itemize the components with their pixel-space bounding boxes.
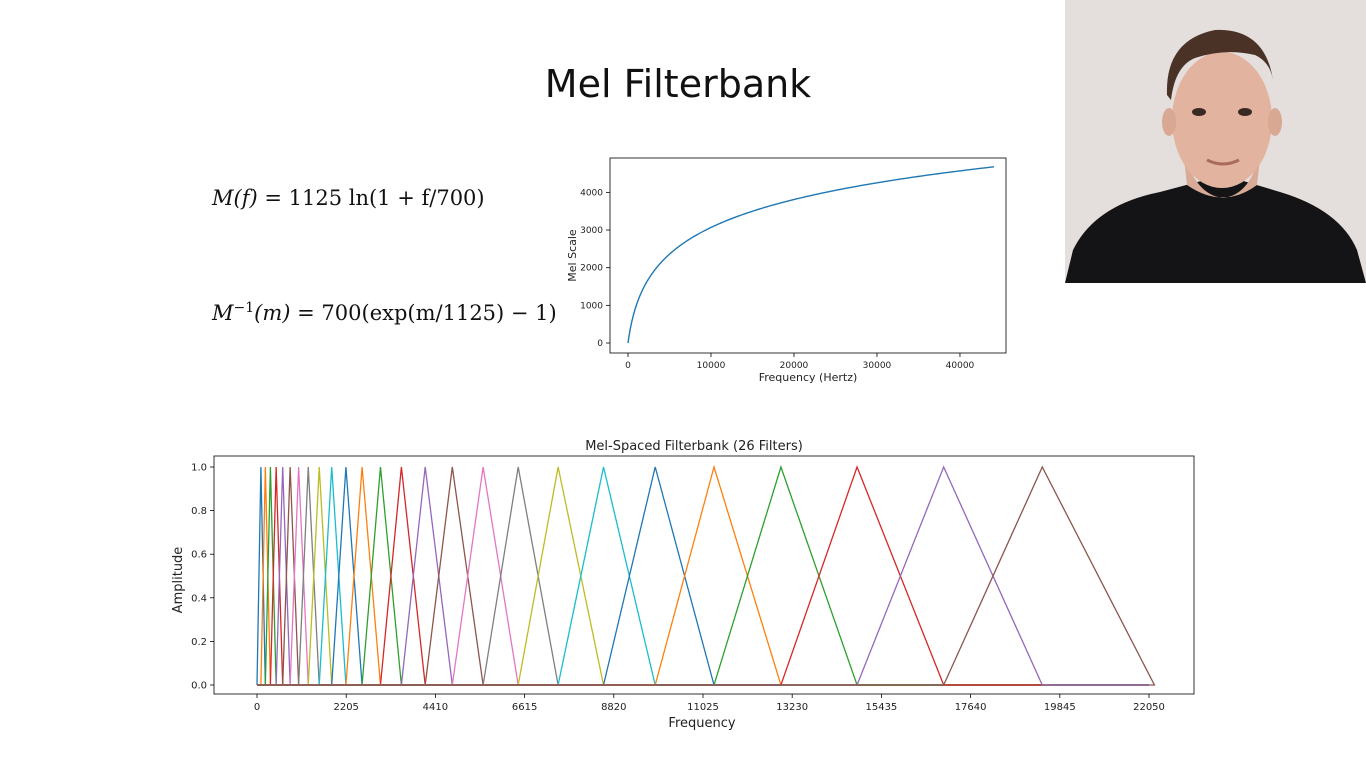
mel-x-tick-label: 40000 xyxy=(946,361,975,371)
mel-plot-area: 0 10000 20000 30000 40000 0 1000 2000 3000 4000 Fr… xyxy=(566,157,1007,384)
filterbank-x-tick-label: 4410 xyxy=(423,702,448,713)
filterbank-chart: Mel-Spaced Filterbank (26 Filters) 0 2205 4… xyxy=(171,439,1195,731)
filterbank-x-tick-label: 8820 xyxy=(601,702,626,713)
mel-scale-chart: 0 10000 20000 30000 40000 0 1000 2000 3000 4000 Fr… xyxy=(566,157,1007,384)
mel-y-axis-label: Mel Scale xyxy=(566,229,579,282)
filter-26-line xyxy=(257,465,1156,686)
inverse-formula-arg: (m) xyxy=(254,301,291,325)
filterbank-plot-frame xyxy=(213,455,1195,695)
filterbank-x-tick-label: 13230 xyxy=(776,702,808,713)
mel-x-tick-label: 20000 xyxy=(780,361,809,371)
filterbank-y-tick-label: 0.4 xyxy=(191,593,207,604)
filterbank-y-tick-label: 1.0 xyxy=(191,463,207,474)
mel-y-tick-label: 4000 xyxy=(580,188,603,198)
filterbank-title: Mel-Spaced Filterbank (26 Filters) xyxy=(585,439,803,454)
mel-x-tick-label: 0 xyxy=(625,361,631,371)
filterbank-x-axis-label: Frequency xyxy=(668,716,735,731)
filterbank-x-tick-label: 2205 xyxy=(333,702,358,713)
filterbank-x-tick-label: 22050 xyxy=(1133,702,1165,713)
filterbank-y-tick-label: 0.2 xyxy=(191,637,207,648)
filterbank-x-tick-label: 11025 xyxy=(687,702,719,713)
slide-title: Mel Filterbank xyxy=(544,62,812,106)
filterbank-plot-area: Mel-Spaced Filterbank (26 Filters) 0 2205 4… xyxy=(171,439,1195,731)
inverse-mel-formula: M−1(m) = 700(exp(m/1125) − 1) xyxy=(212,300,557,325)
mel-x-tick-label: 30000 xyxy=(863,361,892,371)
mel-y-tick-label: 1000 xyxy=(580,301,603,311)
filterbank-x-tick-label: 19845 xyxy=(1044,702,1076,713)
mel-y-tick-label: 0 xyxy=(597,339,603,349)
filterbank-x-tick-label: 0 xyxy=(254,702,260,713)
filterbank-y-tick-label: 0.8 xyxy=(191,506,207,517)
mel-x-axis-label: Frequency (Hertz) xyxy=(759,371,858,384)
mel-y-tick-label: 2000 xyxy=(580,264,603,274)
filterbank-x-tick-label: 17640 xyxy=(955,702,987,713)
mel-x-tick-label: 10000 xyxy=(697,361,726,371)
filterbank-y-tick-label: 0.6 xyxy=(191,550,207,561)
filter-14-line xyxy=(257,466,1149,686)
mel-formula: M(f) = 1125 ln(1 + f/700) xyxy=(212,186,485,210)
filterbank-x-tick-label: 15435 xyxy=(865,702,897,713)
inverse-formula-exponent: −1 xyxy=(233,300,255,316)
mel-plot-frame xyxy=(609,157,1007,354)
mel-formula-rhs: = 1125 ln(1 + f/700) xyxy=(264,186,485,210)
inverse-formula-base: M xyxy=(212,301,234,325)
mel-y-tick-label: 3000 xyxy=(580,226,603,236)
mel-curve-line xyxy=(627,166,995,344)
presenter-image xyxy=(1065,0,1366,283)
filterbank-y-tick-label: 0.0 xyxy=(191,681,207,692)
presenter-webcam xyxy=(1065,0,1366,283)
mel-formula-lhs: M(f) xyxy=(212,186,258,210)
filterbank-y-axis-label: Amplitude xyxy=(171,547,186,614)
filterbank-x-tick-label: 6615 xyxy=(512,702,537,713)
inverse-formula-rhs: = 700(exp(m/1125) − 1) xyxy=(297,301,557,325)
